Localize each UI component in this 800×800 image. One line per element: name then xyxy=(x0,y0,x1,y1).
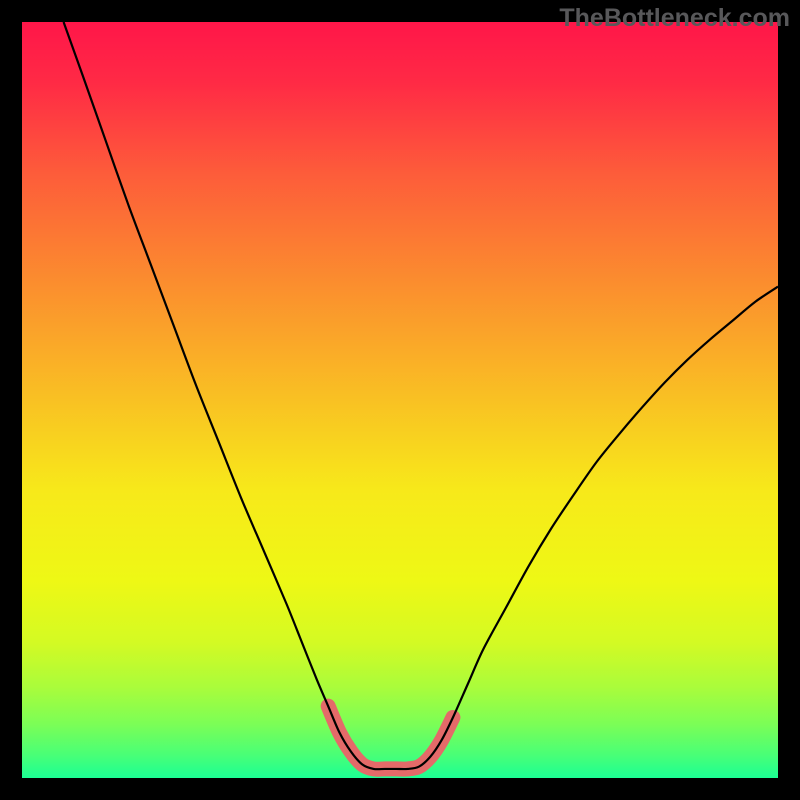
bottleneck-curve xyxy=(64,22,778,769)
plot-area xyxy=(22,22,778,778)
chart-canvas: TheBottleneck.com xyxy=(0,0,800,800)
highlight-band xyxy=(328,706,453,769)
watermark-text: TheBottleneck.com xyxy=(559,4,790,33)
chart-overlay-svg xyxy=(22,22,778,778)
